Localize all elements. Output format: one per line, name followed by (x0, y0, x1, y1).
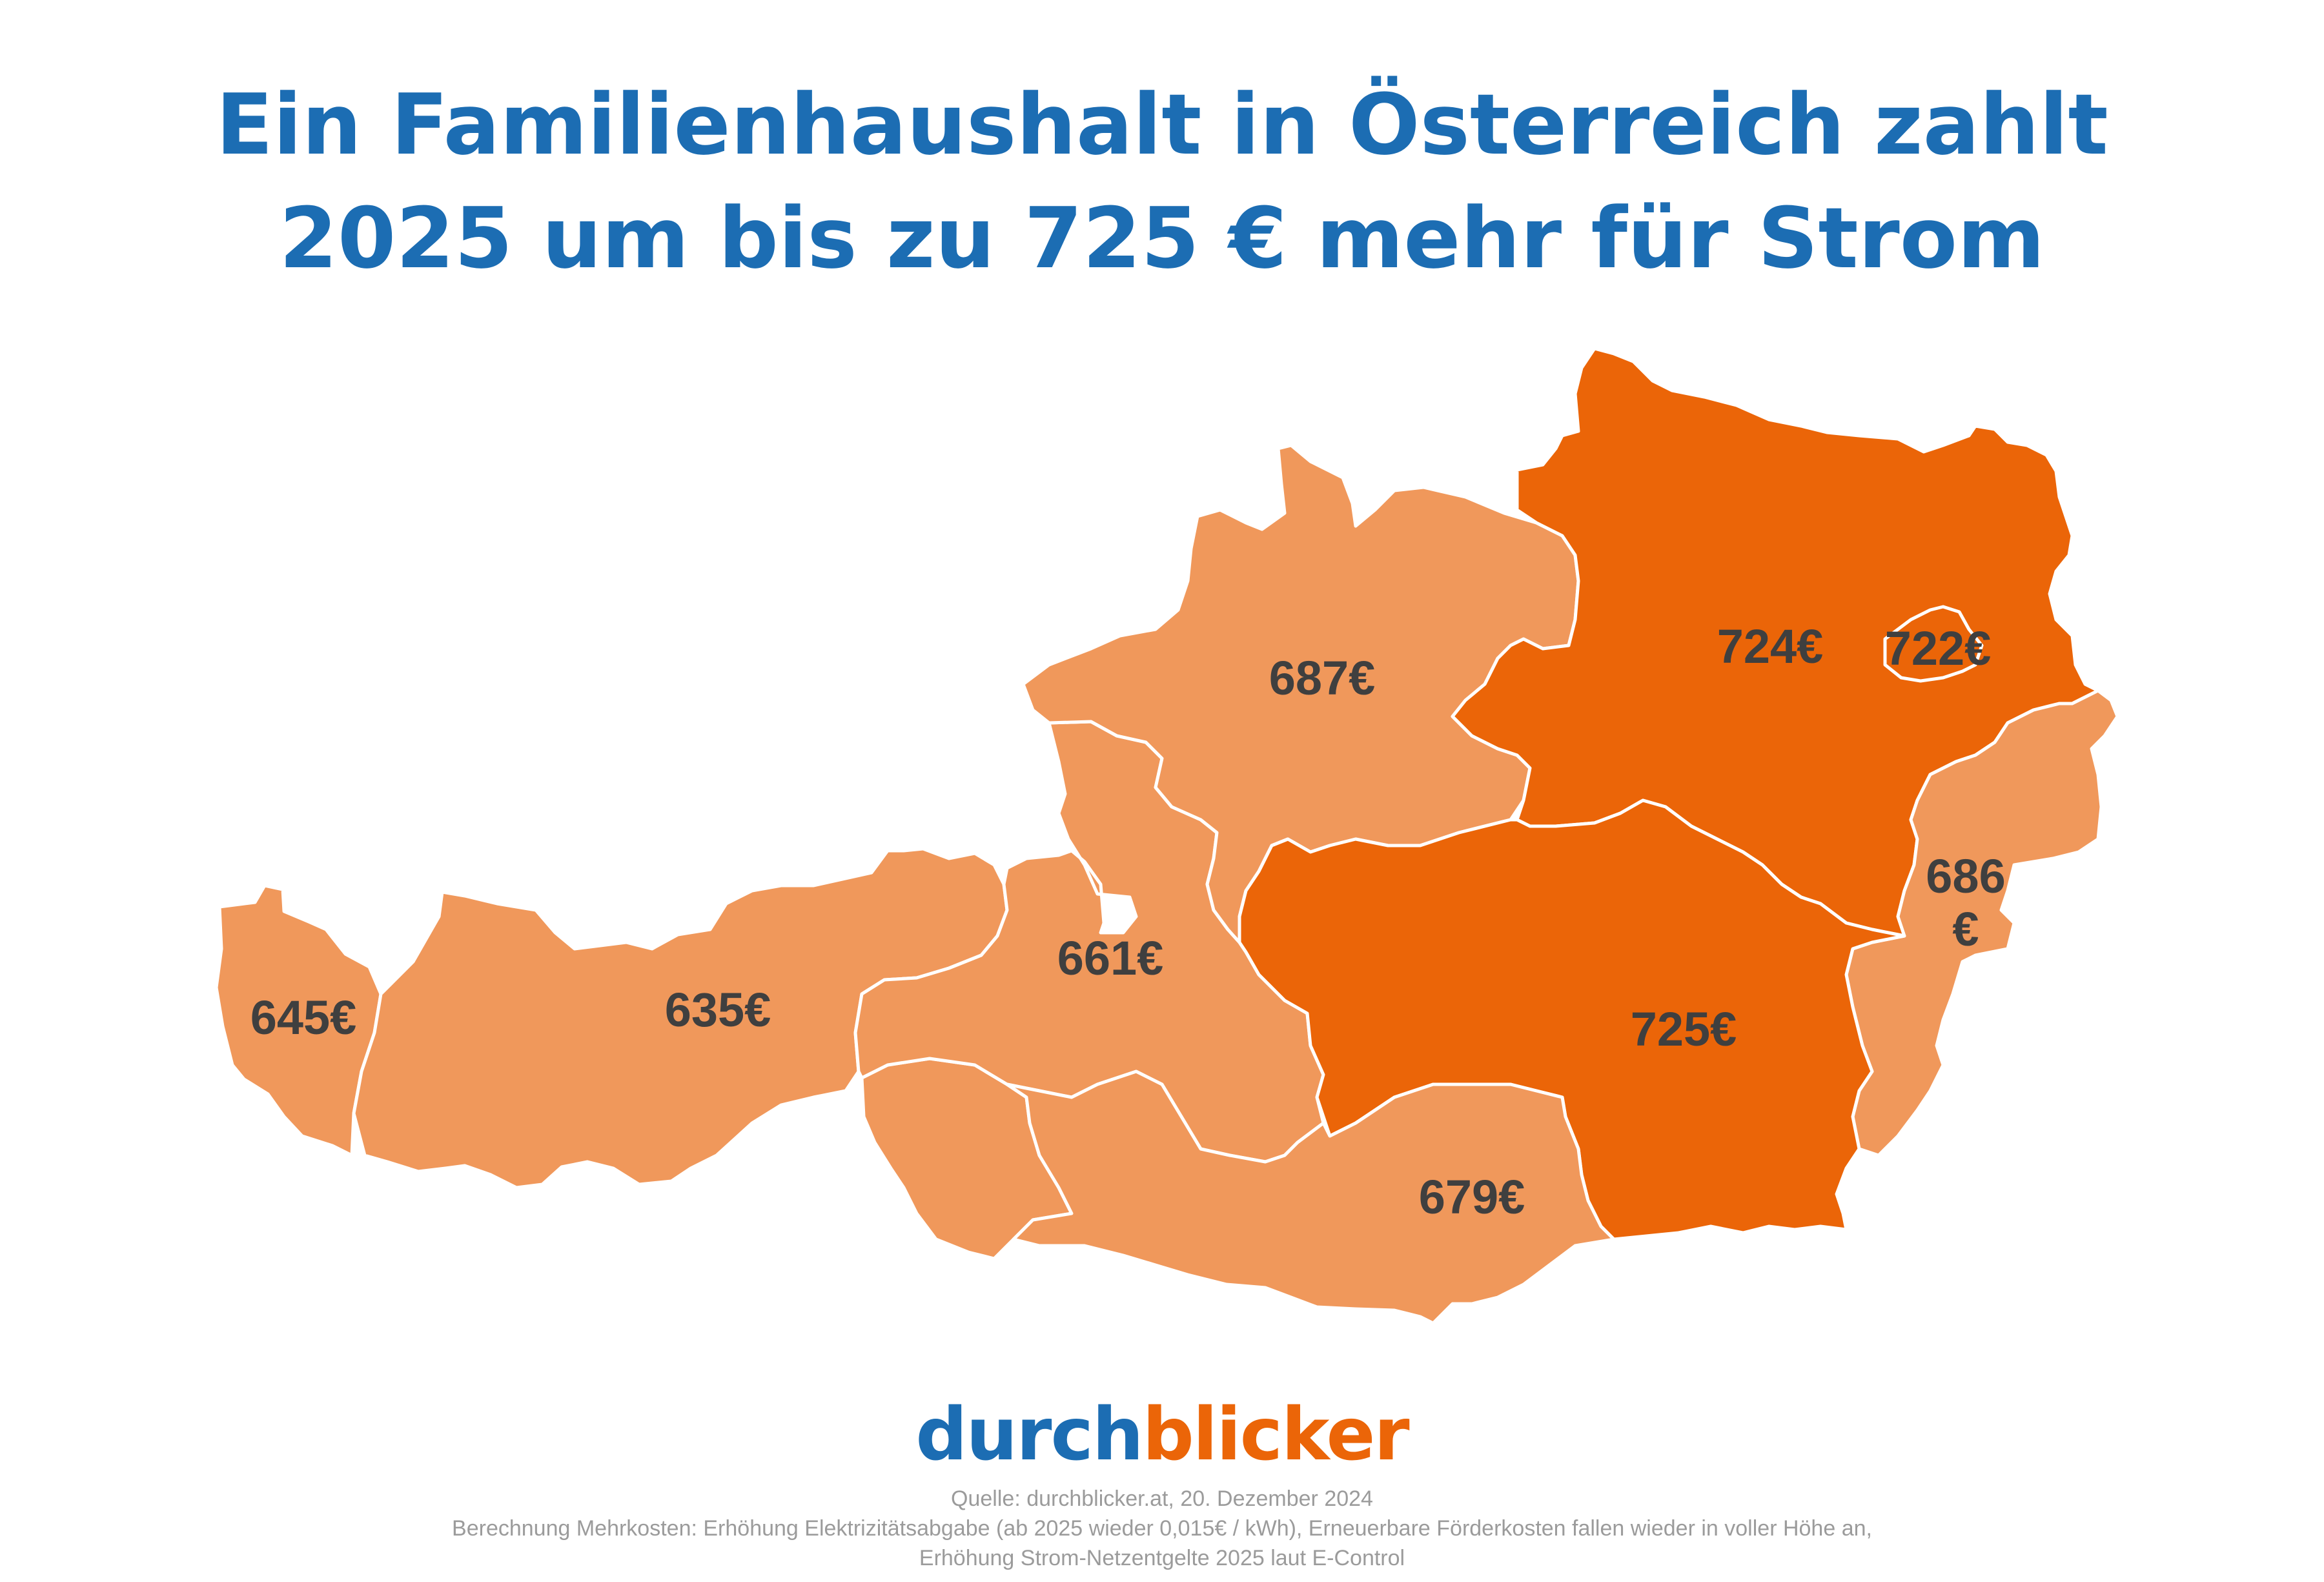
region-kaernten (1005, 1070, 1616, 1325)
label-burgenland-line-1: 686 (1926, 849, 2005, 903)
label-salzburg: 661€ (1057, 931, 1164, 985)
footer-note-line-1: Berechnung Mehrkosten: Erhöhung Elektriz… (452, 1516, 1872, 1541)
logo-part-durch: durch (915, 1393, 1143, 1477)
title-line-2: 2025 um bis zu 725 € mehr für Strom (279, 189, 2045, 287)
label-burgenland-line-2: € (1952, 902, 1979, 956)
label-steiermark: 725€ (1631, 1002, 1737, 1056)
label-wien: 722€ (1885, 622, 1992, 675)
region-wien (1883, 605, 1984, 683)
label-kaernten: 679€ (1419, 1170, 1525, 1224)
title-line-1: Ein Familienhaushalt in Österreich zahlt (216, 76, 2108, 174)
label-vorarlberg: 645€ (250, 991, 357, 1044)
label-tirol: 635€ (665, 983, 771, 1037)
label-niederoesterreich: 724€ (1717, 620, 1824, 673)
region-burgenland (1844, 689, 2119, 1157)
page-title: Ein Familienhaushalt in Österreich zahlt… (0, 68, 2324, 295)
logo-part-blicker: blicker (1142, 1393, 1410, 1477)
label-oberoesterreich: 687€ (1269, 651, 1376, 705)
footer-note-line-2: Erhöhung Strom-Netzentgelte 2025 laut E-… (919, 1546, 1405, 1570)
brand-logo: durchblicker (0, 1393, 2324, 1477)
footer-source: Quelle: durchblicker.at, 20. Dezember 20… (951, 1486, 1373, 1511)
